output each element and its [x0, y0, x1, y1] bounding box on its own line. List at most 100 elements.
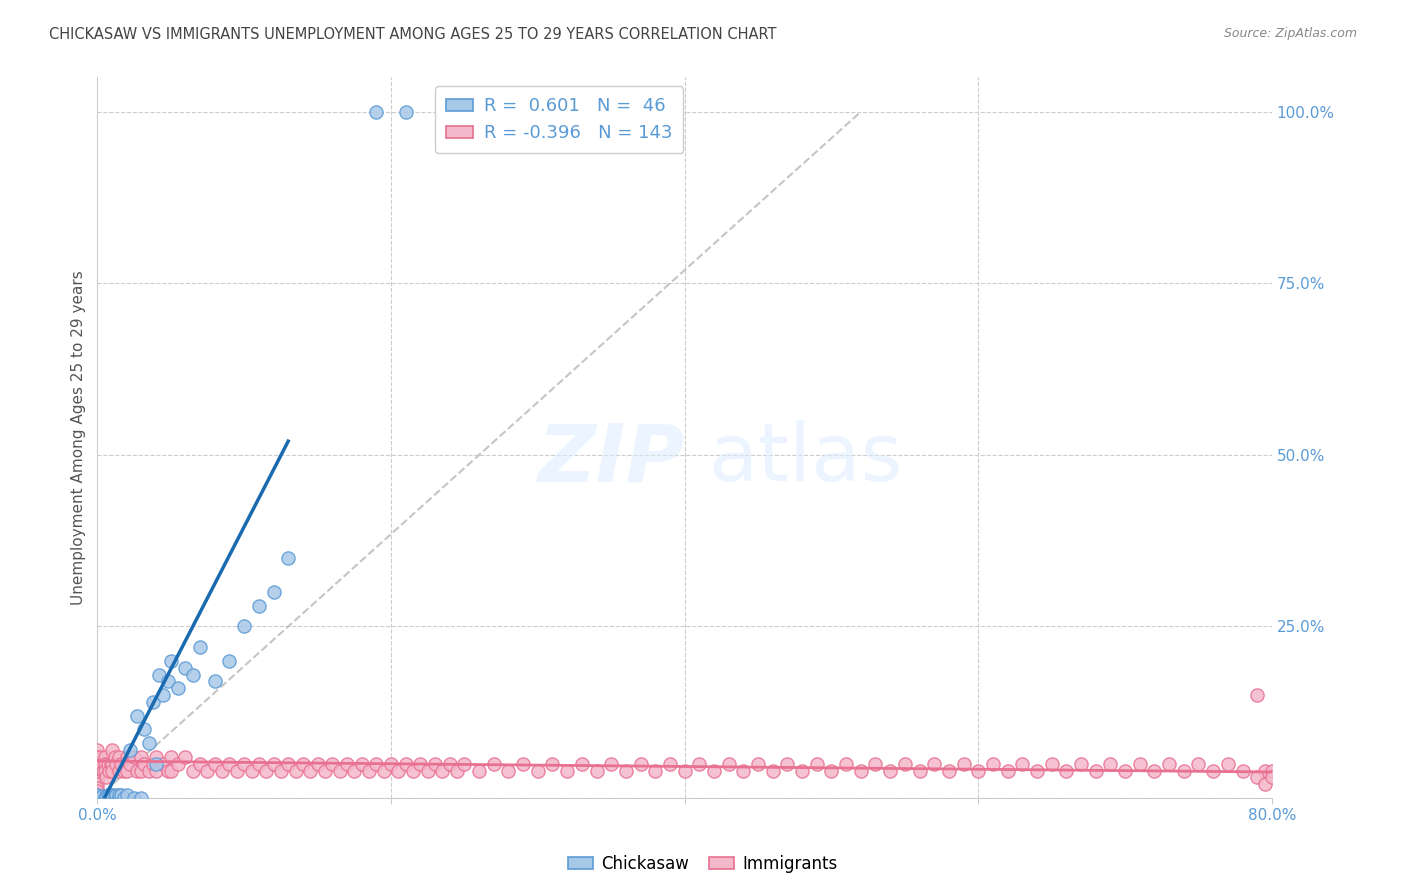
- Point: [101, 743, 124, 757]
- Point: [1143, 764, 1166, 778]
- Point: [86, 780, 108, 795]
- Point: [98, 764, 121, 778]
- Point: [152, 756, 174, 771]
- Point: [188, 756, 211, 771]
- Point: [997, 764, 1019, 778]
- Point: [247, 756, 270, 771]
- Point: [142, 756, 165, 771]
- Point: [104, 789, 127, 803]
- Point: [118, 756, 141, 771]
- Point: [498, 764, 520, 778]
- Legend: Chickasaw, Immigrants: Chickasaw, Immigrants: [561, 848, 845, 880]
- Point: [138, 764, 160, 778]
- Point: [402, 764, 425, 778]
- Point: [98, 789, 121, 803]
- Point: [181, 764, 204, 778]
- Point: [938, 764, 960, 778]
- Point: [1187, 756, 1209, 771]
- Point: [409, 756, 432, 771]
- Point: [91, 764, 114, 778]
- Point: [100, 789, 122, 803]
- Point: [284, 764, 307, 778]
- Point: [97, 756, 120, 771]
- Point: [380, 756, 402, 771]
- Point: [93, 791, 115, 805]
- Point: [585, 764, 607, 778]
- Point: [86, 771, 108, 785]
- Point: [108, 791, 131, 805]
- Text: ZIP: ZIP: [537, 420, 685, 499]
- Text: CHICKASAW VS IMMIGRANTS UNEMPLOYMENT AMONG AGES 25 TO 29 YEARS CORRELATION CHART: CHICKASAW VS IMMIGRANTS UNEMPLOYMENT AMO…: [49, 27, 776, 42]
- Point: [156, 764, 179, 778]
- Point: [159, 750, 181, 764]
- Point: [197, 764, 219, 778]
- Point: [336, 756, 359, 771]
- Point: [90, 789, 112, 803]
- Point: [240, 764, 263, 778]
- Point: [1173, 764, 1195, 778]
- Point: [1261, 764, 1284, 778]
- Point: [174, 750, 197, 764]
- Point: [93, 764, 115, 778]
- Point: [717, 756, 740, 771]
- Point: [416, 764, 439, 778]
- Point: [806, 756, 828, 771]
- Point: [174, 661, 197, 675]
- Point: [131, 764, 153, 778]
- Point: [134, 756, 156, 771]
- Point: [658, 756, 681, 771]
- Point: [1099, 756, 1122, 771]
- Point: [277, 550, 299, 565]
- Point: [614, 764, 637, 778]
- Point: [86, 743, 108, 757]
- Point: [204, 674, 226, 689]
- Point: [145, 764, 167, 778]
- Point: [343, 764, 366, 778]
- Point: [148, 667, 170, 681]
- Point: [101, 756, 124, 771]
- Point: [1232, 764, 1254, 778]
- Point: [1040, 756, 1063, 771]
- Point: [86, 777, 108, 791]
- Point: [145, 756, 167, 771]
- Point: [357, 764, 380, 778]
- Point: [387, 764, 409, 778]
- Point: [630, 756, 652, 771]
- Point: [865, 756, 887, 771]
- Point: [270, 764, 292, 778]
- Point: [122, 791, 145, 805]
- Point: [100, 791, 122, 805]
- Point: [468, 764, 491, 778]
- Point: [97, 788, 120, 802]
- Point: [254, 764, 277, 778]
- Point: [86, 789, 108, 804]
- Point: [291, 756, 314, 771]
- Point: [263, 756, 285, 771]
- Point: [96, 771, 118, 785]
- Point: [373, 764, 395, 778]
- Point: [98, 791, 121, 805]
- Point: [1253, 777, 1275, 791]
- Point: [1070, 756, 1092, 771]
- Point: [105, 756, 128, 771]
- Point: [600, 756, 623, 771]
- Point: [101, 789, 124, 803]
- Point: [395, 104, 418, 119]
- Point: [233, 619, 256, 633]
- Point: [835, 756, 858, 771]
- Point: [673, 764, 696, 778]
- Point: [820, 764, 842, 778]
- Point: [86, 788, 108, 802]
- Point: [314, 764, 336, 778]
- Point: [89, 750, 111, 764]
- Text: Source: ZipAtlas.com: Source: ZipAtlas.com: [1223, 27, 1357, 40]
- Point: [101, 764, 124, 778]
- Point: [1129, 756, 1152, 771]
- Point: [512, 756, 534, 771]
- Point: [89, 791, 111, 805]
- Point: [482, 756, 505, 771]
- Point: [110, 756, 132, 771]
- Point: [762, 764, 785, 778]
- Point: [115, 750, 138, 764]
- Point: [122, 750, 145, 764]
